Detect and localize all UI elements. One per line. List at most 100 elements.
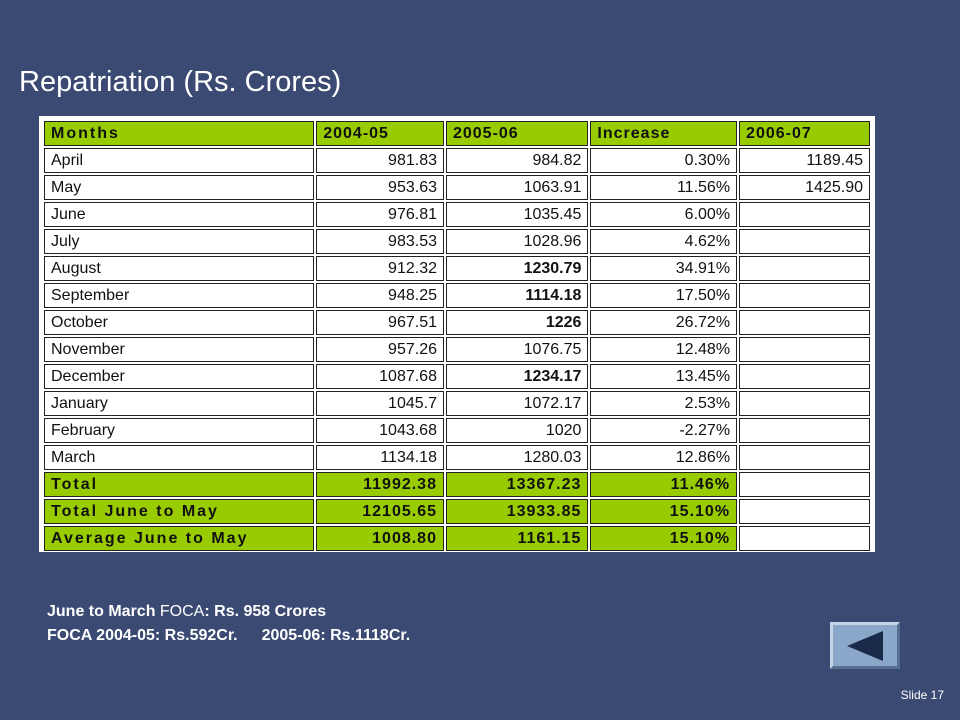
value-2006-07-cell — [739, 202, 870, 227]
value-2005-06-cell: 1280.03 — [445, 445, 589, 470]
table-header-row: Months 2004-05 2005-06 Increase 2006-07 — [44, 121, 870, 146]
month-cell: March — [44, 445, 315, 470]
foca-note-line-1: June to March FOCA: Rs. 958 Crores — [47, 603, 326, 621]
table-row: July 983.53 1028.96 4.62% — [44, 229, 870, 254]
value-2006-07-cell — [739, 229, 870, 254]
table-row: June 976.81 1035.45 6.00% — [44, 202, 870, 227]
table-row: January 1045.7 1072.17 2.53% — [44, 391, 870, 416]
summary-2004-05-cell: 11992.38 — [316, 472, 444, 497]
note-amount-text: : Rs. 958 Crores — [204, 603, 327, 620]
summary-increase-cell: 15.10% — [590, 499, 738, 524]
increase-cell: 4.62% — [590, 229, 738, 254]
summary-2005-06-cell: 13367.23 — [445, 472, 589, 497]
back-triangle-icon — [847, 630, 883, 661]
note-foca-text: FOCA — [159, 603, 205, 620]
value-2005-06-cell: 1020 — [445, 418, 589, 443]
summary-label-cell: Average June to May — [44, 526, 315, 551]
value-2006-07-cell — [739, 256, 870, 281]
table-row: May 953.63 1063.91 11.56% 1425.90 — [44, 175, 870, 200]
value-2006-07-cell — [739, 283, 870, 308]
slide-number: Slide 17 — [900, 688, 944, 702]
header-months: Months — [44, 121, 315, 146]
month-cell: April — [44, 148, 315, 173]
value-2005-06-cell: 1072.17 — [445, 391, 589, 416]
value-2005-06-cell: 1234.17 — [445, 364, 589, 389]
month-cell: July — [44, 229, 315, 254]
increase-cell: 34.91% — [590, 256, 738, 281]
increase-cell: 12.48% — [590, 337, 738, 362]
increase-cell: 12.86% — [590, 445, 738, 470]
foca-note-line-2: FOCA 2004-05: Rs.592Cr. 2005-06: Rs.1118C… — [47, 627, 410, 645]
header-2005-06: 2005-06 — [445, 121, 589, 146]
increase-cell: 2.53% — [590, 391, 738, 416]
increase-cell: 11.56% — [590, 175, 738, 200]
value-2004-05-cell: 981.83 — [316, 148, 444, 173]
summary-row: Average June to May 1008.80 1161.15 15.10% — [44, 526, 870, 551]
month-cell: August — [44, 256, 315, 281]
table-row: March 1134.18 1280.03 12.86% — [44, 445, 870, 470]
value-2004-05-cell: 983.53 — [316, 229, 444, 254]
summary-2006-07-cell — [739, 526, 870, 551]
summary-row: Total 11992.38 13367.23 11.46% — [44, 472, 870, 497]
note-foca-2004-05: FOCA 2004-05: Rs.592Cr. — [47, 627, 238, 644]
summary-2006-07-cell — [739, 472, 870, 497]
summary-2005-06-cell: 1161.15 — [445, 526, 589, 551]
repatriation-table-frame: Months 2004-05 2005-06 Increase 2006-07 … — [39, 116, 875, 552]
value-2004-05-cell: 1045.7 — [316, 391, 444, 416]
value-2006-07-cell — [739, 337, 870, 362]
table-row: August 912.32 1230.79 34.91% — [44, 256, 870, 281]
value-2005-06-cell: 1076.75 — [445, 337, 589, 362]
value-2004-05-cell: 953.63 — [316, 175, 444, 200]
summary-2006-07-cell — [739, 499, 870, 524]
header-2006-07: 2006-07 — [739, 121, 870, 146]
repatriation-table: Months 2004-05 2005-06 Increase 2006-07 … — [42, 119, 872, 553]
value-2005-06-cell: 1230.79 — [445, 256, 589, 281]
month-cell: December — [44, 364, 315, 389]
summary-2004-05-cell: 12105.65 — [316, 499, 444, 524]
summary-2004-05-cell: 1008.80 — [316, 526, 444, 551]
value-2006-07-cell — [739, 310, 870, 335]
value-2005-06-cell: 1226 — [445, 310, 589, 335]
value-2005-06-cell: 1114.18 — [445, 283, 589, 308]
value-2004-05-cell: 1043.68 — [316, 418, 444, 443]
value-2006-07-cell: 1425.90 — [739, 175, 870, 200]
month-cell: November — [44, 337, 315, 362]
increase-cell: 17.50% — [590, 283, 738, 308]
month-cell: September — [44, 283, 315, 308]
summary-label-cell: Total June to May — [44, 499, 315, 524]
value-2004-05-cell: 948.25 — [316, 283, 444, 308]
summary-2005-06-cell: 13933.85 — [445, 499, 589, 524]
month-cell: June — [44, 202, 315, 227]
value-2005-06-cell: 1063.91 — [445, 175, 589, 200]
value-2006-07-cell — [739, 445, 870, 470]
value-2004-05-cell: 967.51 — [316, 310, 444, 335]
table-row: April 981.83 984.82 0.30% 1189.45 — [44, 148, 870, 173]
back-button[interactable] — [830, 622, 900, 669]
table-row: September 948.25 1114.18 17.50% — [44, 283, 870, 308]
summary-row: Total June to May 12105.65 13933.85 15.10% — [44, 499, 870, 524]
value-2006-07-cell — [739, 418, 870, 443]
table-row: November 957.26 1076.75 12.48% — [44, 337, 870, 362]
value-2006-07-cell: 1189.45 — [739, 148, 870, 173]
month-cell: January — [44, 391, 315, 416]
value-2005-06-cell: 1035.45 — [445, 202, 589, 227]
table-row: February 1043.68 1020 -2.27% — [44, 418, 870, 443]
value-2006-07-cell — [739, 391, 870, 416]
value-2004-05-cell: 976.81 — [316, 202, 444, 227]
summary-increase-cell: 11.46% — [590, 472, 738, 497]
increase-cell: 26.72% — [590, 310, 738, 335]
value-2005-06-cell: 984.82 — [445, 148, 589, 173]
value-2004-05-cell: 957.26 — [316, 337, 444, 362]
header-2004-05: 2004-05 — [316, 121, 444, 146]
summary-increase-cell: 15.10% — [590, 526, 738, 551]
value-2004-05-cell: 1134.18 — [316, 445, 444, 470]
header-increase: Increase — [590, 121, 738, 146]
table-row: December 1087.68 1234.17 13.45% — [44, 364, 870, 389]
value-2004-05-cell: 912.32 — [316, 256, 444, 281]
summary-label-cell: Total — [44, 472, 315, 497]
month-cell: October — [44, 310, 315, 335]
value-2004-05-cell: 1087.68 — [316, 364, 444, 389]
increase-cell: -2.27% — [590, 418, 738, 443]
value-2005-06-cell: 1028.96 — [445, 229, 589, 254]
increase-cell: 0.30% — [590, 148, 738, 173]
